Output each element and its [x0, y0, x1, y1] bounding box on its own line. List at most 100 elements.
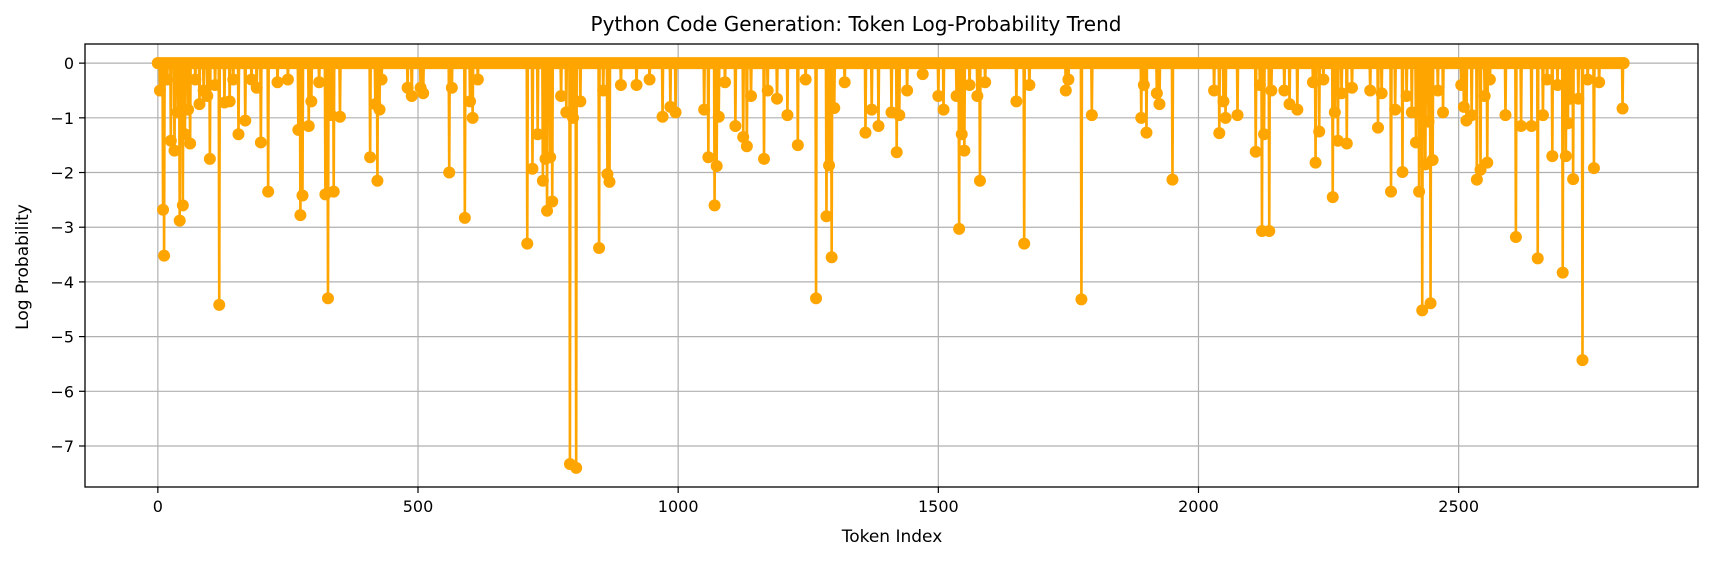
data-point: [1617, 57, 1630, 70]
data-point: [209, 79, 222, 92]
data-point: [1424, 297, 1437, 310]
data-point: [597, 84, 610, 97]
data-point: [184, 137, 197, 150]
data-point: [321, 292, 334, 305]
data-point: [1531, 252, 1544, 265]
data-point: [1317, 73, 1330, 86]
data-point: [643, 73, 656, 86]
data-point: [973, 174, 986, 187]
data-point: [979, 76, 992, 89]
data-point: [603, 175, 616, 188]
data-point: [161, 73, 174, 86]
data-point: [1499, 109, 1512, 122]
data-point: [1572, 92, 1585, 105]
x-tick-label: 1500: [918, 497, 959, 516]
data-point: [1422, 115, 1435, 128]
data-point: [710, 159, 723, 172]
data-point: [890, 146, 903, 159]
x-axis-ticks: 0 500 1000 1500 2000 2500: [153, 487, 1479, 516]
y-tick-label: −7: [50, 437, 74, 456]
data-point: [168, 144, 181, 157]
data-point: [971, 89, 984, 102]
data-point: [932, 89, 945, 102]
data-point: [1253, 79, 1266, 92]
data-point: [1567, 173, 1580, 186]
data-point: [1340, 137, 1353, 150]
data-point: [173, 214, 186, 227]
data-point: [718, 76, 731, 89]
data-point: [1564, 92, 1577, 105]
data-point: [1400, 89, 1413, 102]
y-tick-label: −1: [50, 109, 74, 128]
data-point: [531, 128, 544, 141]
data-point: [296, 189, 309, 202]
data-point: [702, 151, 715, 164]
x-tick-label: 500: [403, 497, 434, 516]
data-point: [201, 89, 214, 102]
data-point: [916, 68, 929, 81]
data-point: [203, 152, 216, 165]
data-point: [1364, 84, 1377, 97]
data-point: [281, 73, 294, 86]
data-point: [1457, 100, 1470, 113]
data-point: [570, 461, 583, 474]
data-point: [555, 89, 568, 102]
data-point: [182, 103, 195, 116]
data-point: [1075, 293, 1088, 306]
data-point: [729, 120, 742, 133]
data-point: [708, 199, 721, 212]
data-point: [1515, 120, 1528, 133]
x-axis-label: Token Index: [841, 527, 943, 547]
data-point: [656, 110, 669, 123]
data-point: [865, 103, 878, 116]
data-point: [213, 298, 226, 311]
data-point: [1559, 150, 1572, 163]
data-point: [955, 128, 968, 141]
data-point: [1455, 79, 1468, 92]
data-point: [1326, 191, 1339, 204]
data-point: [1219, 111, 1232, 124]
data-point: [1263, 225, 1276, 238]
data-point: [313, 76, 326, 89]
data-point: [1389, 103, 1402, 116]
data-point: [823, 159, 836, 172]
data-point: [1166, 173, 1179, 186]
data-point: [574, 95, 587, 108]
data-point: [1335, 87, 1348, 100]
y-tick-label: −2: [50, 164, 74, 183]
data-point: [1541, 73, 1554, 86]
data-point: [1137, 79, 1150, 92]
data-point: [1481, 156, 1494, 169]
data-point: [271, 76, 284, 89]
data-point: [375, 73, 388, 86]
data-point: [698, 103, 711, 116]
x-tick-label: 2000: [1178, 497, 1219, 516]
data-point: [1258, 128, 1271, 141]
x-tick-label: 1000: [658, 497, 699, 516]
data-point: [153, 84, 166, 97]
data-point: [669, 106, 682, 119]
data-point: [872, 120, 885, 133]
data-point: [1396, 165, 1409, 178]
data-point: [171, 106, 184, 119]
data-point: [464, 95, 477, 108]
data-point: [1150, 87, 1163, 100]
data-point: [1217, 95, 1230, 108]
y-tick-label: −6: [50, 382, 74, 401]
data-point: [791, 139, 804, 152]
data-point: [799, 73, 812, 86]
data-point: [1018, 237, 1031, 250]
data-point: [1085, 109, 1098, 122]
data-point: [1375, 87, 1388, 100]
data-point: [950, 89, 963, 102]
data-point: [1536, 109, 1549, 122]
data-point: [189, 73, 202, 86]
y-axis-label: Log Probability: [13, 204, 33, 330]
data-point: [1587, 162, 1600, 175]
data-point: [302, 120, 315, 133]
data-point: [1306, 76, 1319, 89]
data-point: [521, 237, 534, 250]
data-point: [546, 195, 559, 208]
data-point: [1313, 125, 1326, 138]
data-point: [1431, 84, 1444, 97]
